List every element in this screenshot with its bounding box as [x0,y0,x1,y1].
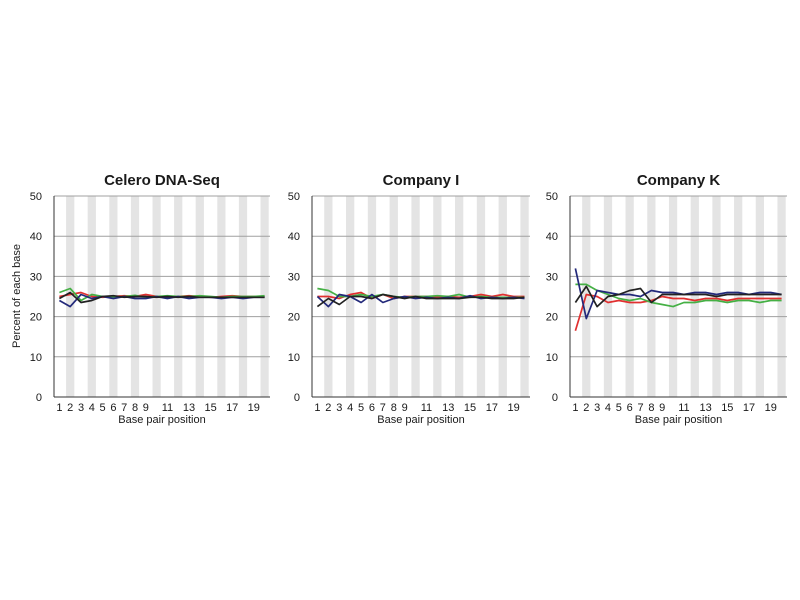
x-tick-label: 19 [508,402,520,414]
x-tick-label: 11 [678,402,689,414]
chart-title: Company K [637,172,721,189]
band [755,196,764,397]
band [777,196,786,397]
x-tick-label: 2 [583,402,589,414]
y-tick-label: 50 [288,191,300,203]
y-tick-label: 0 [36,392,42,404]
x-tick-label: 5 [358,402,364,414]
x-tick-label: 13 [183,402,195,414]
x-tick-label: 13 [442,402,454,414]
chart-title: Celero DNA-Seq [104,172,220,189]
chart-panel-3: 0 10 20 30 40 50 1 2 3 4 5 6 7 8 9 11 13 15 17 19 Company K B… [546,172,787,426]
x-axis-label: Base pair position [377,414,464,426]
y-tick-label: 10 [30,352,42,364]
x-tick-label: 8 [132,402,138,414]
x-tick-label: 8 [391,402,397,414]
y-tick-label: 20 [30,312,42,324]
x-tick-label: 11 [421,402,432,414]
band [647,196,656,397]
x-tick-label: 7 [637,402,643,414]
x-tick-label: 11 [162,402,173,414]
y-tick-label: 10 [546,352,558,364]
x-tick-label: 15 [464,402,476,414]
x-tick-label: 15 [204,402,216,414]
band [625,196,634,397]
x-tick-label: 5 [616,402,622,414]
x-tick-label: 9 [143,402,149,414]
x-tick-label: 6 [369,402,375,414]
y-tick-label: 40 [288,231,300,243]
y-tick-label: 20 [288,312,300,324]
chart-title: Company I [383,172,460,189]
y-tick-label: 50 [30,191,42,203]
y-tick-label: 0 [552,392,558,404]
x-tick-label: 1 [56,402,62,414]
y-tick-label: 50 [546,191,558,203]
x-tick-label: 9 [659,402,665,414]
x-tick-label: 17 [226,402,238,414]
x-axis-label: Base pair position [635,414,722,426]
y-tick-label: 10 [288,352,300,364]
x-axis-label: Base pair position [118,414,205,426]
series-line-4 [574,285,782,308]
band [66,196,75,397]
x-tick-label: 3 [336,402,342,414]
x-tick-label: 2 [67,402,73,414]
series-line-4 [58,291,265,304]
y-tick-label: 0 [294,392,300,404]
y-tick-label: 30 [30,271,42,283]
x-tick-label: 1 [572,402,578,414]
y-tick-label: 40 [546,231,558,243]
x-tick-label: 13 [700,402,712,414]
series-line-4 [316,293,525,308]
x-tick-label: 15 [721,402,733,414]
x-tick-label: 17 [486,402,498,414]
x-tick-label: 4 [347,402,353,414]
y-tick-label: 40 [30,231,42,243]
x-tick-label: 6 [110,402,116,414]
band [734,196,743,397]
band [668,196,678,397]
x-tick-label: 9 [402,402,408,414]
y-tick-label: 30 [288,271,300,283]
x-tick-label: 4 [605,402,611,414]
chart-panel-1: 0 10 20 30 40 50 1 2 3 4 5 6 7 8 9 11 13 15 17 19 Celero DNA… [30,172,270,426]
x-tick-label: 8 [648,402,654,414]
y-tick-label: 20 [546,312,558,324]
chart-panel-2: 0 10 20 30 40 50 1 2 3 4 5 6 7 8 9 11 13 15 17 19 Company I B… [288,172,530,426]
x-tick-label: 19 [248,402,260,414]
x-tick-label: 3 [594,402,600,414]
x-tick-label: 5 [100,402,106,414]
x-tick-label: 2 [325,402,331,414]
y-tick-label: 30 [546,271,558,283]
x-tick-label: 7 [121,402,127,414]
x-tick-label: 7 [380,402,386,414]
band [690,196,699,397]
series-line-1 [574,293,782,331]
x-tick-label: 6 [627,402,633,414]
x-tick-label: 3 [78,402,84,414]
y-axis-label: Percent of each base [11,244,23,348]
x-tick-label: 19 [765,402,777,414]
x-tick-label: 4 [89,402,95,414]
band [520,196,529,397]
x-tick-label: 17 [743,402,755,414]
series-line-2 [575,283,782,308]
x-tick-label: 1 [314,402,320,414]
